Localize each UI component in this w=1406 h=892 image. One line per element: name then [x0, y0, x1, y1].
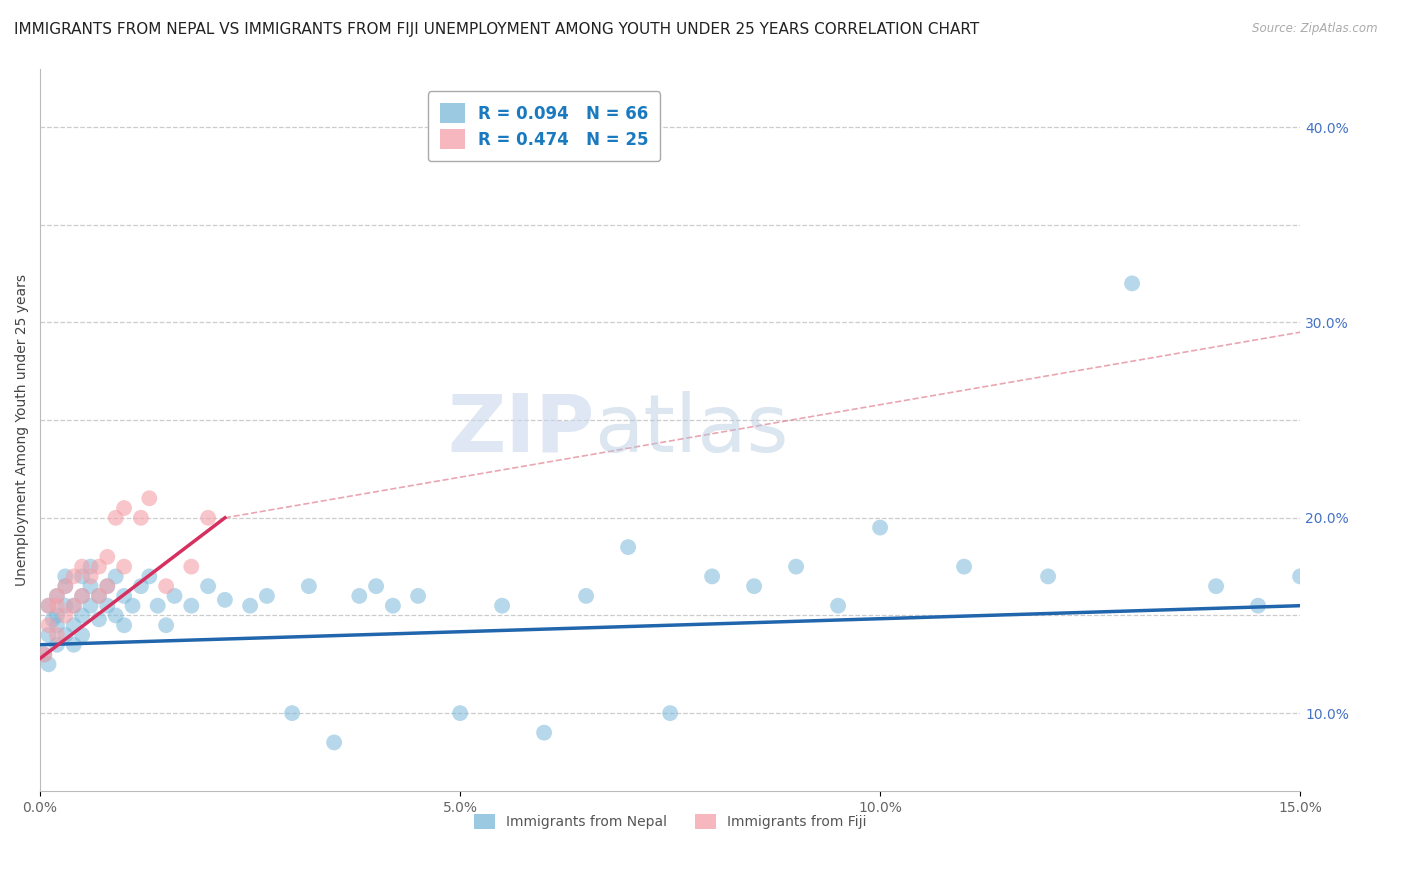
- Point: [41, 612, 63, 626]
- Point: [87, 612, 110, 626]
- Point: [953, 559, 976, 574]
- Point: [53, 579, 76, 593]
- Point: [121, 599, 143, 613]
- Point: [575, 589, 598, 603]
- Point: [53, 628, 76, 642]
- Point: [449, 706, 471, 720]
- Point: [155, 579, 177, 593]
- Point: [1121, 277, 1143, 291]
- Point: [38, 628, 60, 642]
- Point: [34, 648, 56, 662]
- Point: [79, 569, 101, 583]
- Point: [53, 599, 76, 613]
- Point: [129, 579, 152, 593]
- Point: [53, 579, 76, 593]
- Point: [34, 648, 56, 662]
- Point: [1289, 569, 1312, 583]
- Point: [70, 569, 93, 583]
- Point: [45, 618, 67, 632]
- Point: [281, 706, 304, 720]
- Point: [617, 540, 640, 554]
- Point: [79, 559, 101, 574]
- Point: [87, 589, 110, 603]
- Point: [104, 569, 127, 583]
- Point: [79, 579, 101, 593]
- Point: [96, 579, 118, 593]
- Point: [45, 638, 67, 652]
- Point: [1247, 599, 1270, 613]
- Point: [62, 599, 84, 613]
- Point: [349, 589, 371, 603]
- Point: [180, 559, 202, 574]
- Point: [38, 599, 60, 613]
- Point: [53, 569, 76, 583]
- Point: [138, 491, 160, 506]
- Point: [491, 599, 513, 613]
- Point: [146, 599, 169, 613]
- Point: [827, 599, 849, 613]
- Point: [323, 735, 346, 749]
- Point: [197, 579, 219, 593]
- Point: [180, 599, 202, 613]
- Point: [45, 608, 67, 623]
- Point: [785, 559, 807, 574]
- Point: [659, 706, 682, 720]
- Point: [70, 608, 93, 623]
- Point: [62, 618, 84, 632]
- Y-axis label: Unemployment Among Youth under 25 years: Unemployment Among Youth under 25 years: [15, 274, 30, 586]
- Point: [79, 599, 101, 613]
- Point: [70, 589, 93, 603]
- Point: [38, 618, 60, 632]
- Point: [1205, 579, 1227, 593]
- Point: [742, 579, 765, 593]
- Point: [70, 559, 93, 574]
- Point: [197, 510, 219, 524]
- Text: atlas: atlas: [595, 391, 789, 469]
- Point: [1036, 569, 1059, 583]
- Point: [45, 589, 67, 603]
- Text: ZIP: ZIP: [447, 391, 595, 469]
- Point: [87, 589, 110, 603]
- Point: [256, 589, 278, 603]
- Point: [138, 569, 160, 583]
- Point: [406, 589, 429, 603]
- Point: [104, 510, 127, 524]
- Point: [104, 608, 127, 623]
- Point: [163, 589, 186, 603]
- Point: [96, 579, 118, 593]
- Point: [38, 657, 60, 672]
- Point: [45, 628, 67, 642]
- Point: [96, 599, 118, 613]
- Point: [112, 559, 135, 574]
- Point: [364, 579, 387, 593]
- Text: IMMIGRANTS FROM NEPAL VS IMMIGRANTS FROM FIJI UNEMPLOYMENT AMONG YOUTH UNDER 25 : IMMIGRANTS FROM NEPAL VS IMMIGRANTS FROM…: [14, 22, 980, 37]
- Point: [62, 569, 84, 583]
- Point: [533, 725, 555, 739]
- Point: [62, 638, 84, 652]
- Point: [381, 599, 404, 613]
- Point: [112, 618, 135, 632]
- Point: [70, 628, 93, 642]
- Point: [239, 599, 262, 613]
- Point: [298, 579, 321, 593]
- Legend: Immigrants from Nepal, Immigrants from Fiji: Immigrants from Nepal, Immigrants from F…: [468, 808, 872, 835]
- Point: [112, 589, 135, 603]
- Point: [45, 589, 67, 603]
- Point: [214, 592, 236, 607]
- Text: Source: ZipAtlas.com: Source: ZipAtlas.com: [1253, 22, 1378, 36]
- Point: [96, 549, 118, 564]
- Point: [129, 510, 152, 524]
- Point: [869, 520, 891, 534]
- Point: [155, 618, 177, 632]
- Point: [62, 599, 84, 613]
- Point: [700, 569, 723, 583]
- Point: [53, 608, 76, 623]
- Point: [38, 599, 60, 613]
- Point: [87, 559, 110, 574]
- Point: [112, 501, 135, 516]
- Point: [70, 589, 93, 603]
- Point: [45, 599, 67, 613]
